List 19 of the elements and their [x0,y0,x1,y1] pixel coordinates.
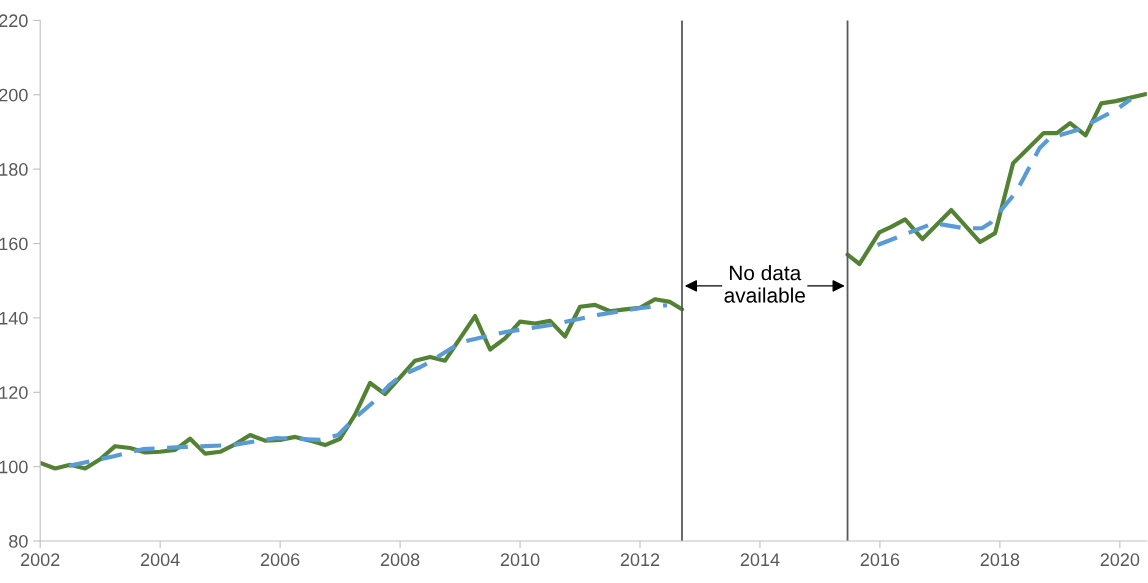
y-tick-label: 180 [0,163,28,176]
y-tick-label: 140 [0,311,28,325]
x-tick-label: 2012 [620,553,660,567]
x-tick-label: 2002 [21,553,60,567]
x-tick-label: 2008 [380,553,420,567]
y-tick-label: 120 [0,386,28,399]
y-tick-label: 220 [0,14,28,28]
x-tick-label: 2018 [980,553,1020,567]
x-tick-label: 2010 [500,553,540,567]
x-tick-label: 2016 [860,553,900,567]
y-tick-label: 100 [0,460,28,474]
y-tick-label: 200 [0,88,28,102]
x-tick-label: 2014 [740,553,780,567]
x-tick-label: 2020 [1100,553,1140,567]
y-tick-label: 160 [0,237,28,251]
annotation: No data available [724,264,805,303]
x-tick-label: 2006 [260,553,300,567]
y-tick-label: 80 [9,534,28,548]
x-tick-label: 2004 [140,553,180,567]
